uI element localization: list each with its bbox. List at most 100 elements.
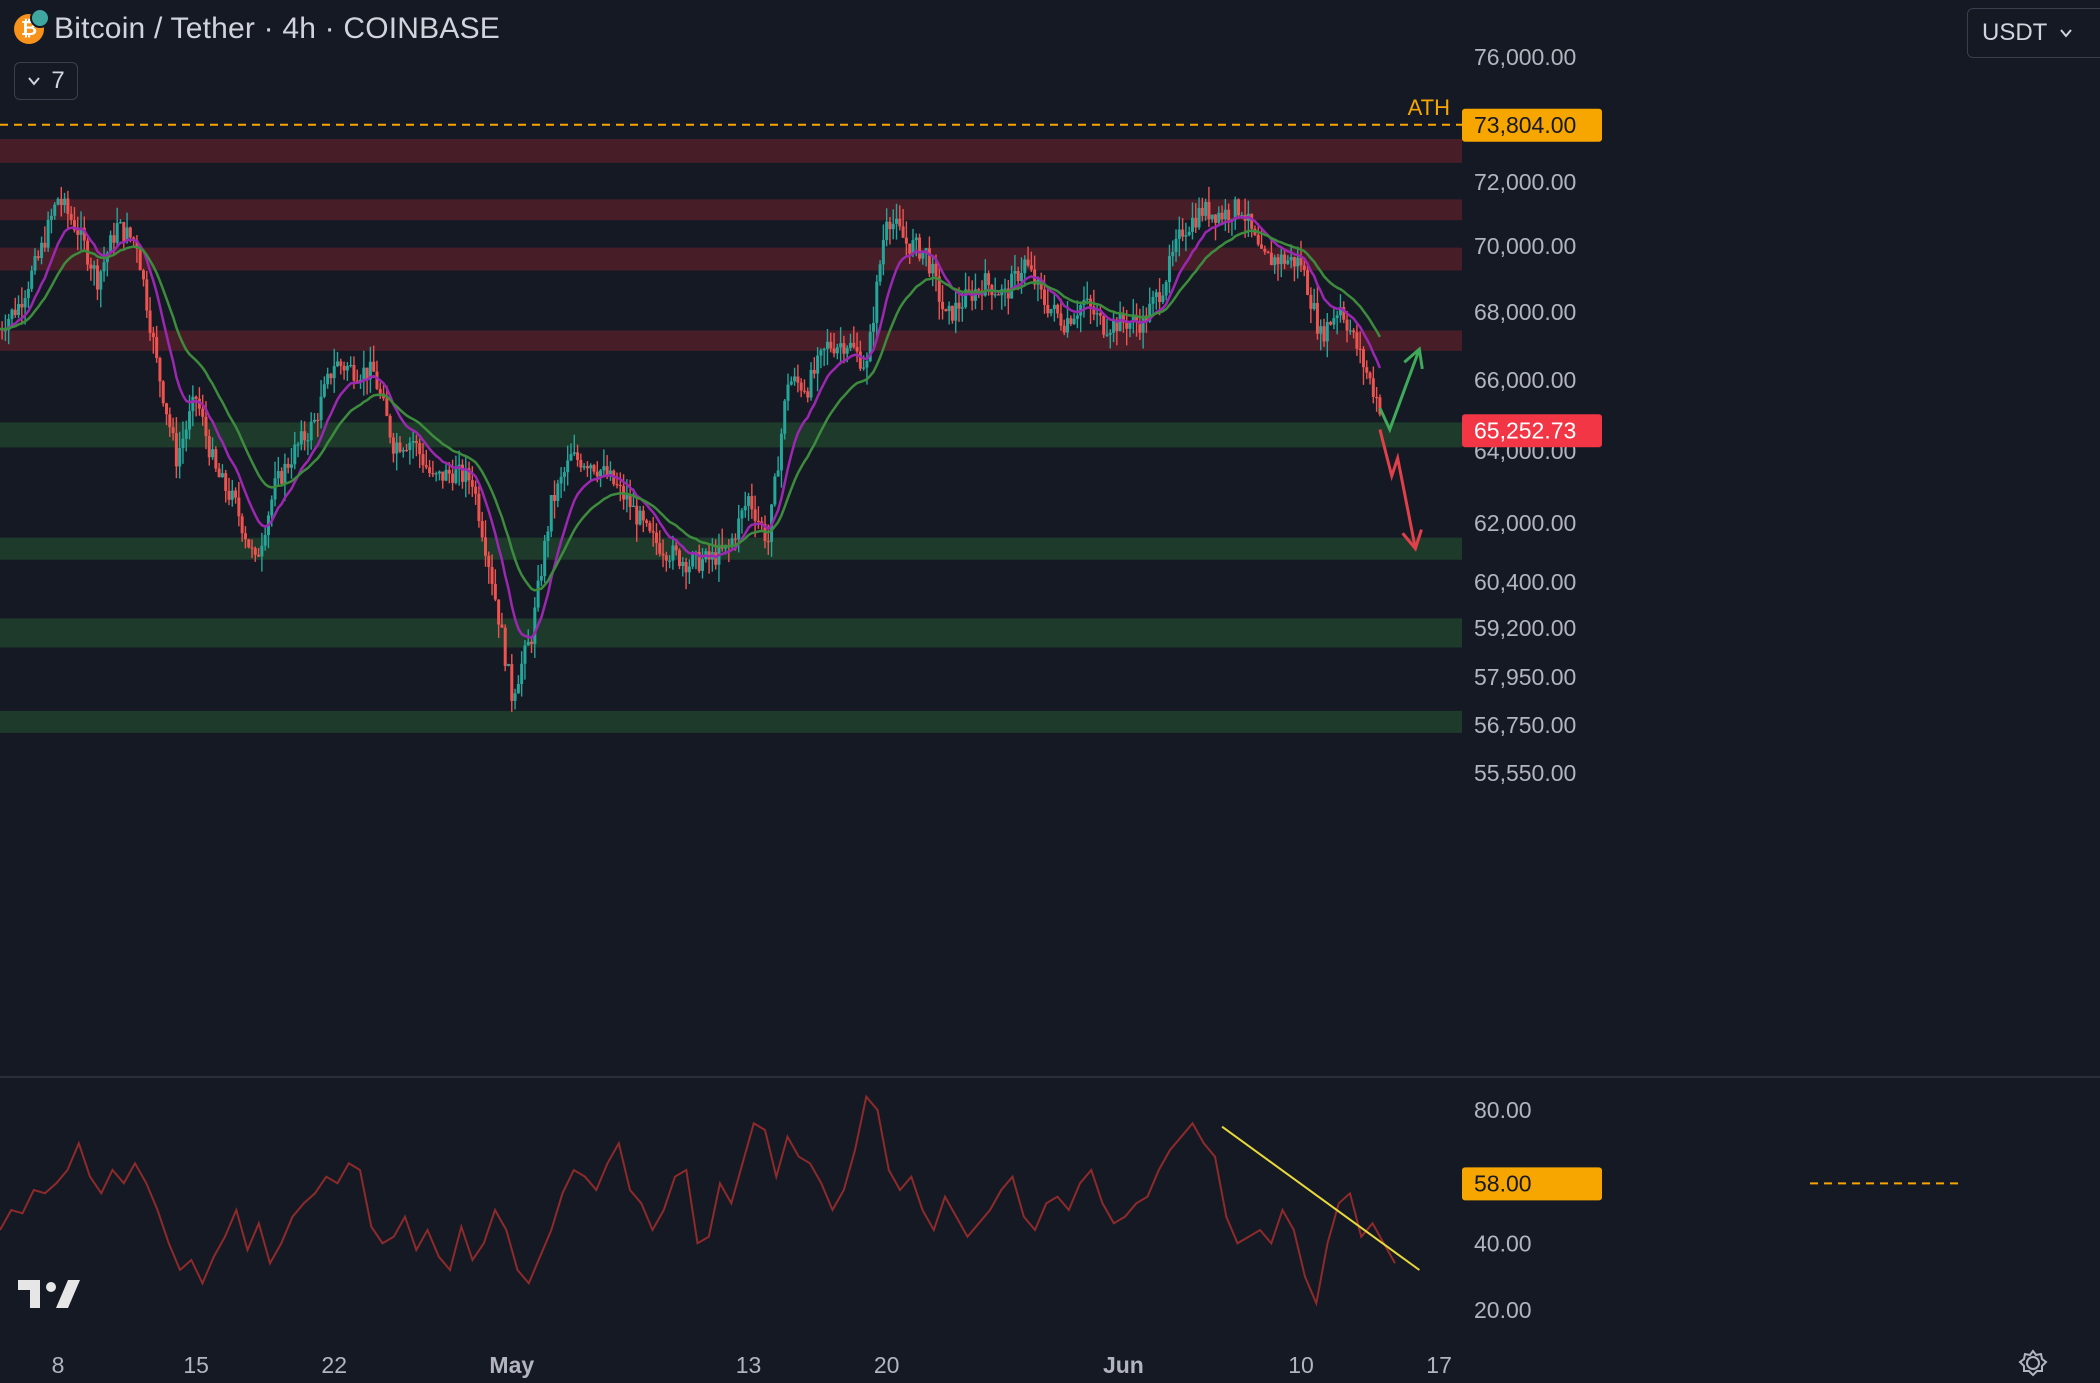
candle-body	[1292, 257, 1296, 267]
candle-body	[914, 237, 918, 241]
candle-body	[263, 535, 267, 546]
candle-body	[862, 367, 866, 369]
candle-body	[651, 531, 655, 533]
candle-body	[240, 516, 244, 534]
chevron-down-icon	[2060, 29, 2073, 38]
candle-body	[1112, 320, 1116, 333]
projection-down-line	[1378, 429, 1417, 549]
candle-body	[345, 365, 349, 371]
candle-body	[733, 538, 737, 540]
candle-body	[631, 505, 635, 508]
candle-body	[908, 243, 912, 254]
candle-body	[260, 545, 264, 557]
candle-body	[250, 547, 254, 549]
candle-body	[20, 303, 24, 308]
candle-body	[648, 523, 652, 532]
candle-body	[329, 373, 333, 379]
candle-body	[1204, 202, 1208, 216]
time-axis: 8 15 22 May 13 20 Jun 10 17	[52, 1352, 1452, 1378]
candle-body	[375, 371, 379, 389]
ath-line-group: ATH	[0, 95, 1462, 126]
candle-body	[1279, 254, 1283, 265]
candle-body	[336, 361, 340, 367]
candle-body	[1276, 257, 1280, 265]
candle-body	[835, 347, 839, 354]
price-tick-label: 59,200.00	[1474, 615, 1576, 641]
rsi-pane	[0, 1094, 1962, 1307]
price-zones	[0, 139, 1462, 733]
candle-body	[1046, 304, 1050, 314]
candle-body	[533, 607, 537, 644]
candle-body	[53, 204, 57, 216]
candle-body	[802, 390, 806, 392]
candle-body	[789, 381, 793, 385]
candle-body	[1108, 332, 1112, 335]
candle-body	[806, 391, 810, 398]
candle-body	[434, 473, 438, 475]
candle-body	[355, 380, 359, 382]
time-tick-label: May	[489, 1352, 534, 1378]
candle-body	[1075, 315, 1079, 319]
candle-body	[1003, 288, 1007, 290]
candle-body	[128, 227, 132, 238]
time-tick-label: 20	[874, 1352, 900, 1378]
time-tick-label: Jun	[1103, 1352, 1144, 1378]
indicators-collapse-button[interactable]: 7	[14, 62, 78, 100]
candle-body	[1233, 199, 1237, 220]
candle-body	[332, 366, 336, 379]
candle-body	[1072, 318, 1076, 324]
time-tick-label: 10	[1288, 1352, 1314, 1378]
gear-icon[interactable]	[2018, 1348, 2048, 1378]
candle-body	[234, 490, 238, 498]
ath-price-badge-bg	[1462, 108, 1602, 142]
candle-body	[937, 276, 941, 302]
symbol-title[interactable]: Bitcoin / Tether · 4h · COINBASE	[54, 12, 501, 45]
candle-body	[431, 473, 435, 475]
candle-body	[592, 465, 596, 472]
candle-body	[964, 289, 968, 308]
support-zone	[0, 618, 1462, 648]
candle-body	[1023, 259, 1027, 273]
candle-body	[503, 627, 507, 666]
candle-body	[82, 227, 86, 241]
candle-body	[1141, 315, 1145, 333]
time-tick-label: 8	[52, 1352, 65, 1378]
candle-body	[796, 376, 800, 383]
candle-body	[418, 442, 422, 455]
currency-select[interactable]: USDT	[1967, 8, 2100, 58]
candle-body	[303, 431, 307, 441]
candle-body	[174, 433, 178, 467]
candle-body	[151, 332, 155, 338]
candle-body	[1322, 326, 1326, 342]
candle-body	[589, 465, 593, 469]
candle-body	[283, 463, 287, 484]
candle-body	[585, 466, 589, 469]
candle-body	[1187, 231, 1191, 236]
candle-body	[852, 342, 856, 348]
candle-body	[954, 302, 958, 321]
candle-body	[944, 309, 948, 312]
candle-body	[510, 664, 514, 701]
candle-body	[750, 496, 754, 510]
resistance-zone	[0, 199, 1462, 221]
candle-body	[112, 235, 116, 243]
candle-body	[888, 221, 892, 230]
price-tick-label: 57,950.00	[1474, 664, 1576, 690]
candle-body	[220, 473, 224, 478]
tradingview-logo-icon[interactable]	[18, 1278, 82, 1310]
price-tick-label: 76,000.00	[1474, 44, 1576, 70]
candle-body	[625, 495, 629, 500]
candle-body	[885, 221, 889, 241]
candle-body	[1043, 289, 1046, 305]
candle-body	[33, 256, 37, 271]
candle-body	[1289, 257, 1293, 261]
candle-body	[661, 553, 665, 556]
candle-body	[437, 471, 441, 474]
candle-body	[1365, 367, 1369, 373]
candle-body	[247, 539, 251, 548]
candle-body	[875, 281, 879, 323]
candle-body	[217, 468, 221, 478]
candle-body	[855, 347, 859, 352]
candle-body	[677, 550, 681, 567]
